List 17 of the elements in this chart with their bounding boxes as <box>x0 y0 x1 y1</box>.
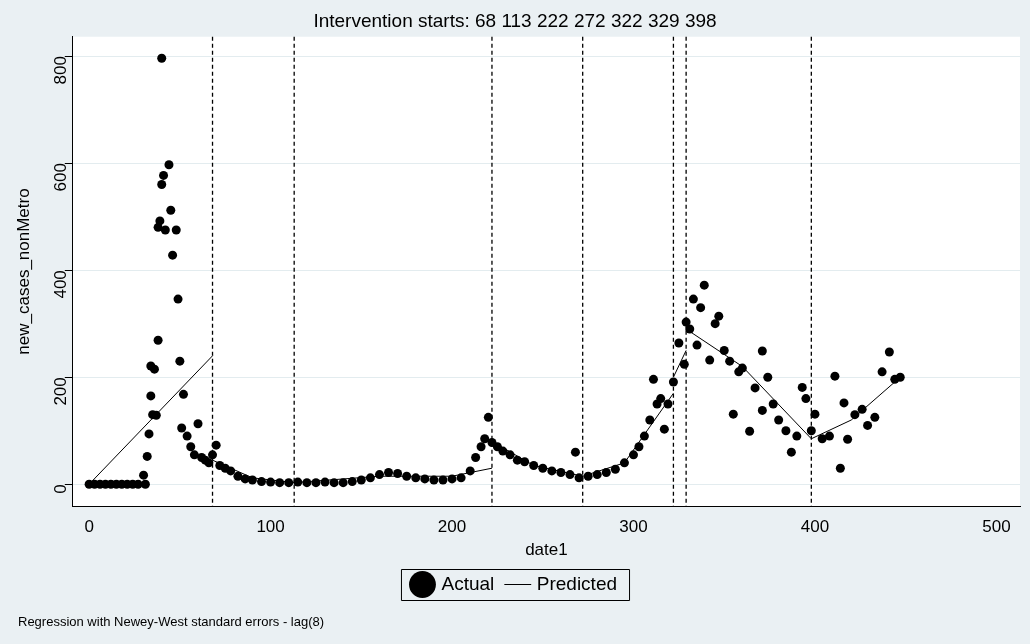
chart-title: Intervention starts: 68 113 222 272 322 329 398 <box>313 9 717 31</box>
legend-label: Actual <box>441 572 495 594</box>
x-axis-title: date1 <box>525 540 568 560</box>
y-tick-label: 400 <box>51 270 71 299</box>
x-tick-label: 0 <box>84 517 94 537</box>
x-tick-label: 400 <box>800 517 830 537</box>
x-tick-label: 100 <box>256 517 285 537</box>
y-tick-label: 600 <box>51 163 71 192</box>
x-tick-label: 500 <box>982 517 1011 537</box>
text: Regression with Newey-West standard errors - lag(8) <box>18 613 325 629</box>
y-tick-label: 800 <box>51 56 71 85</box>
y-axis-title: new_cases_nonMetro <box>13 188 33 355</box>
y-tick-label: 200 <box>51 377 71 406</box>
y-tick-label: 0 <box>51 484 71 494</box>
x-tick-label: 300 <box>619 517 648 537</box>
x-tick-label: 200 <box>437 517 467 537</box>
legend-label: Predicted <box>536 572 618 594</box>
